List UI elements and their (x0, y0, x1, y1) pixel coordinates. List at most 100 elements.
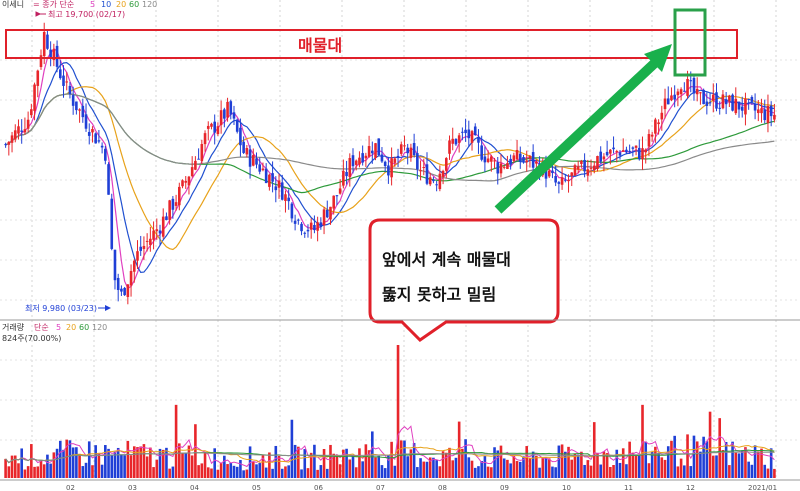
volume-bar (277, 455, 281, 478)
candle-body (525, 160, 529, 163)
volume-bar (480, 461, 483, 478)
candle-body (477, 137, 480, 143)
volume-bar (13, 455, 17, 478)
volume-bar (62, 449, 65, 478)
candle-body (194, 160, 197, 170)
high-marker-arrow (35, 11, 46, 17)
candle-body (750, 96, 754, 102)
candle-body (313, 224, 316, 231)
candle-body (753, 104, 757, 111)
candle-body (464, 129, 467, 134)
candle-body (380, 154, 384, 162)
candle-body (731, 94, 734, 111)
volume-bar (576, 454, 580, 478)
volume-bar (750, 464, 754, 478)
candle-body (461, 131, 464, 133)
ma60-legend: 60 (129, 0, 139, 9)
candle-body (435, 184, 438, 186)
candle-body (255, 158, 258, 165)
volume-bar (383, 468, 387, 478)
candle-body (178, 186, 181, 206)
volume-bar (763, 464, 767, 478)
candle-body (531, 152, 535, 168)
volume-bar (396, 345, 400, 478)
volume-bar (435, 460, 438, 478)
candle-body (683, 90, 686, 92)
x-tick-label: 07 (376, 484, 385, 491)
candle-body (737, 101, 741, 110)
candle-body (210, 123, 213, 127)
candle-body (26, 119, 30, 129)
candle-body (483, 156, 487, 163)
volume-bar (155, 459, 159, 478)
candle-body (422, 167, 426, 169)
volume-bar (338, 464, 342, 478)
volume-bar (316, 469, 319, 478)
volume-bar (711, 455, 715, 478)
candle-body (113, 249, 117, 281)
volume-bar (313, 444, 316, 478)
volume-bar (287, 465, 290, 478)
candle-body (139, 246, 143, 251)
candle-body (120, 288, 123, 292)
volume-bar (615, 449, 619, 478)
candle-body (692, 77, 696, 94)
volume-bar (33, 466, 36, 478)
candle-body (245, 148, 249, 155)
candle-body (676, 91, 680, 96)
volume-bar (718, 418, 722, 478)
candle-body (75, 101, 78, 111)
volume-bar (522, 456, 525, 478)
candle-body (216, 126, 220, 135)
volume-bar (470, 460, 474, 478)
volume-bar (251, 461, 255, 478)
candle-body (348, 158, 352, 177)
volume-bar (567, 446, 570, 478)
vol-ma120-legend: 120 (92, 323, 107, 332)
volume-bar (692, 435, 696, 478)
volume-bar (345, 448, 348, 478)
candle-body (592, 165, 596, 171)
volume-bar (194, 424, 197, 478)
volume-bar (361, 461, 364, 478)
volume-bar (377, 455, 381, 478)
volume-bar (586, 460, 590, 478)
candle-body (284, 194, 287, 201)
volume-bar (332, 453, 336, 478)
volume-bar (26, 466, 30, 478)
candle-body (605, 151, 609, 156)
candle-body (734, 98, 738, 114)
candle-body (361, 153, 364, 163)
candle-body (258, 164, 262, 172)
volume-bar (499, 445, 503, 478)
candle-body (586, 169, 590, 176)
candle-body (152, 230, 155, 240)
candle-body (100, 145, 104, 148)
candle-body (354, 160, 358, 165)
candle-body (596, 156, 599, 169)
vol-ma120-line (5, 451, 775, 464)
candle-body (190, 167, 194, 177)
volume-bar (432, 457, 435, 478)
volume-bar (139, 446, 143, 478)
volume-bar (84, 462, 88, 478)
volume-bar (451, 460, 455, 478)
candle-body (679, 89, 683, 95)
volume-bar (94, 445, 97, 478)
candle-body (757, 109, 760, 114)
volume-bar (351, 455, 355, 478)
candle-body (23, 129, 27, 133)
volume-bar (158, 448, 162, 478)
volume-bar (654, 446, 657, 478)
volume-bar (223, 455, 226, 478)
volume-bar (525, 446, 529, 478)
volume-bar (760, 448, 763, 478)
volume-bar (592, 422, 596, 478)
volume-bar (660, 457, 664, 478)
ma120-line (5, 93, 775, 182)
candle-body (104, 148, 107, 161)
candle-body (97, 140, 101, 142)
volume-bar (702, 436, 705, 478)
